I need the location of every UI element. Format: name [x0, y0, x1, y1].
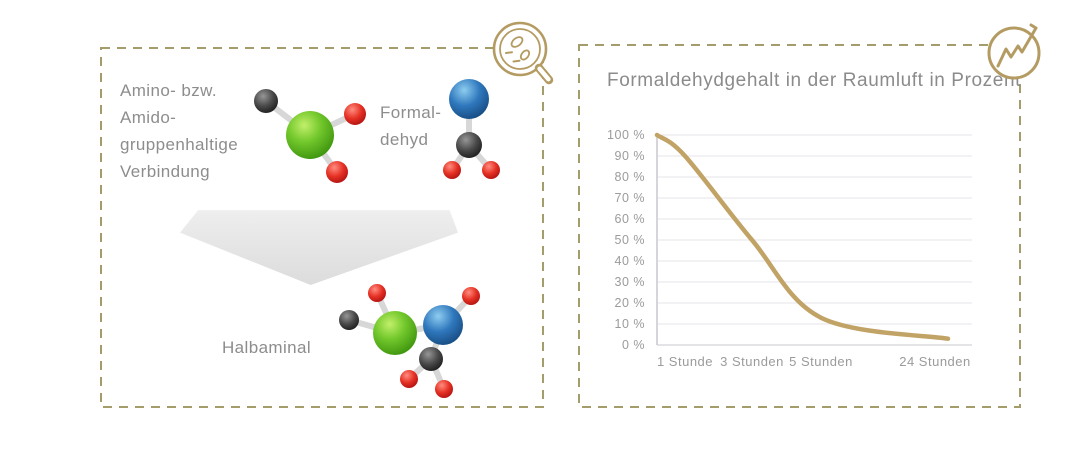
- y-axis-tick-label: 10 %: [614, 317, 645, 331]
- y-axis-tick-label: 60 %: [614, 212, 645, 226]
- reactant-label: Amino- bzw. Amido- gruppenhaltige Verbin…: [120, 77, 238, 185]
- y-axis-tick-label: 0 %: [621, 338, 645, 352]
- reaction-panel: Amino- bzw. Amido- gruppenhaltige Verbin…: [100, 47, 544, 408]
- formaldehyde-molecule: [443, 79, 500, 179]
- halbaminal-molecule: [339, 284, 480, 398]
- reactant-label-line: Amino- bzw.: [120, 81, 217, 100]
- y-axis-tick-label: 20 %: [614, 296, 645, 310]
- magnifier-molecules-icon: [492, 21, 554, 85]
- chart-panel: Formaldehydgehalt in der Raumluft in Pro…: [578, 44, 1021, 408]
- x-axis-tick-label: 3 Stunden: [720, 354, 784, 369]
- product-label: Halbaminal: [222, 338, 312, 357]
- y-axis-tick-label: 40 %: [614, 254, 645, 268]
- chart-title: Formaldehydgehalt in der Raumluft in Pro…: [607, 70, 1021, 91]
- y-axis-tick-label: 90 %: [614, 149, 645, 163]
- y-axis-tick-label: 30 %: [614, 275, 645, 289]
- x-axis-tick-label: 24 Stunden: [899, 354, 971, 369]
- amino-amido-compound-molecule: [254, 89, 366, 183]
- formaldehyde-decay-line: [654, 132, 951, 341]
- formaldehyde-decay-line-chart: [654, 132, 972, 346]
- y-axis-tick-label: 80 %: [614, 170, 645, 184]
- formaldehyde-label-line: Formal-: [380, 103, 442, 122]
- x-axis-tick-label: 5 Stunden: [789, 354, 853, 369]
- y-axis-tick-label: 50 %: [614, 233, 645, 247]
- formaldehyde-label-line: dehyd: [380, 130, 429, 149]
- y-axis-tick-label: 100 %: [607, 128, 645, 142]
- trend-chart-icon: [987, 23, 1041, 80]
- chart-panel-border: [578, 44, 1021, 408]
- reactant-label-line: gruppenhaltige: [120, 135, 239, 154]
- formaldehyde-label: Formal- dehyd: [380, 99, 441, 153]
- reactant-label-line: Verbindung: [120, 162, 211, 181]
- reactant-label-line: Amido-: [120, 108, 177, 127]
- y-axis-tick-label: 70 %: [614, 191, 645, 205]
- x-axis-tick-label: 1 Stunde: [656, 354, 714, 369]
